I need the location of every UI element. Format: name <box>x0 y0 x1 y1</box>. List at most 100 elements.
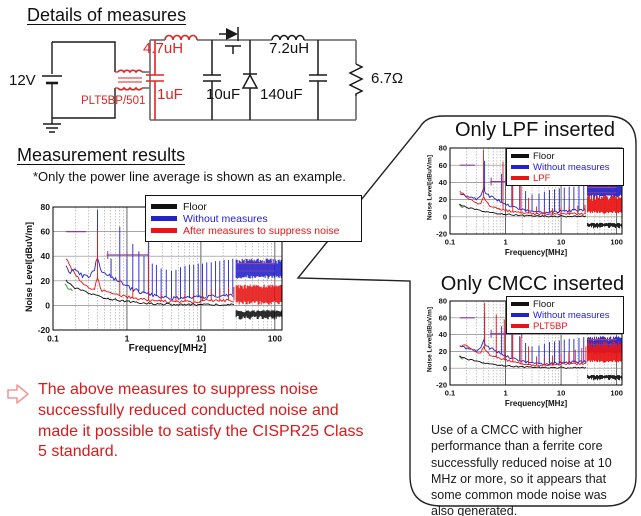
tick-label: 100 <box>268 334 282 344</box>
tick-label: 10 <box>557 238 565 247</box>
tick-label: 0 <box>45 300 50 310</box>
tick-label: 20 <box>41 276 51 286</box>
cmcc-panel-title: Only CMCC inserted <box>440 273 625 295</box>
details-heading: Details of measures <box>27 5 187 25</box>
tick-label: 60 <box>439 313 447 322</box>
ground-icon <box>43 118 61 133</box>
lpf-branch <box>146 34 198 120</box>
legend-item: Without measures <box>151 213 356 225</box>
tick-label: 10 <box>196 334 206 344</box>
load-label: 6.7Ω <box>371 70 404 87</box>
legend-swatch <box>151 216 177 221</box>
legend-label: After measures to suppress noise <box>183 224 340 237</box>
results-note: *Only the power line average is shown as… <box>33 169 346 184</box>
lpf-legend: Floor Without measures LPF <box>506 148 624 186</box>
resistor-icon <box>348 63 364 96</box>
lpf-x-axis-label: Frequency[MHz] <box>504 248 568 257</box>
cmcc-symbol <box>115 69 143 91</box>
cap1-label: 1uF <box>157 86 183 103</box>
legend-item: Without measures <box>511 310 619 321</box>
tick-label: 80 <box>439 144 447 153</box>
capacitor-1uF-icon <box>146 40 164 120</box>
tick-label: 60 <box>41 227 51 237</box>
tick-label: 100 <box>610 238 623 247</box>
legend-item: Without measures <box>511 162 619 173</box>
legend-swatch <box>511 154 529 158</box>
legend-swatch <box>151 228 177 233</box>
circuit-diagram <box>42 27 364 133</box>
tick-label: 20 <box>439 195 447 204</box>
right-arrow-icon <box>7 384 29 404</box>
cmcc-x-axis-label: Frequency[MHz] <box>504 399 568 408</box>
cmcc-y-axis-label: Noise Level[dBuV/m] <box>426 307 434 373</box>
inductor2-label: 7.2uH <box>269 40 310 57</box>
legend-swatch <box>511 302 529 306</box>
legend-item: Floor <box>511 299 619 310</box>
cmcc-label: PLT5BP/501 <box>81 95 146 107</box>
callout-note-text: Use of a CMCC with higher performance th… <box>431 423 612 516</box>
legend-label: Without measures <box>533 309 610 321</box>
lpf-panel-title: Only LPF inserted <box>454 119 616 141</box>
tick-label: 40 <box>439 178 447 187</box>
legend-swatch <box>511 176 529 180</box>
inductor-4.7uH-icon <box>164 34 198 41</box>
legend-item: LPF <box>511 173 619 184</box>
legend-label: Floor <box>533 150 555 162</box>
legend-item: Floor <box>151 201 356 213</box>
legend-swatch <box>511 165 529 169</box>
filter-rails <box>142 39 357 121</box>
tick-label: 0.1 <box>445 389 455 398</box>
results-heading: Measurement results <box>17 145 186 165</box>
battery-loop <box>42 41 116 133</box>
tick-label: 100 <box>610 389 623 398</box>
tick-label: -20 <box>436 381 447 390</box>
chart-main-plot: 0.1 1 10 100 80 60 40 20 0 -20 <box>38 202 283 344</box>
tick-label: 10 <box>557 389 565 398</box>
lpf-y-axis-label: Noise Level[dBuV/m] <box>426 155 434 221</box>
tick-label: 40 <box>439 330 447 339</box>
converter-components <box>203 27 364 120</box>
cap3-label: 140uF <box>260 86 303 103</box>
legend-label: LPF <box>533 172 551 184</box>
legend-swatch <box>511 313 529 317</box>
tick-label: -20 <box>38 325 51 335</box>
tick-label: 0.1 <box>445 238 455 247</box>
capacitor-140uF-icon <box>309 40 327 120</box>
tick-label: 80 <box>41 202 51 212</box>
tick-label: 1 <box>503 389 507 398</box>
capacitor-10uF-icon <box>203 40 221 120</box>
tick-label: 1 <box>125 334 130 344</box>
main-x-axis-label: Frequency[MHz] <box>128 343 207 354</box>
inductor1-label: 4.7uH <box>143 40 184 57</box>
main-legend: Floor Without measures After measures to s… <box>145 195 362 242</box>
cap2-label: 10uF <box>206 86 241 103</box>
legend-item: After measures to suppress noise <box>151 225 356 237</box>
switch-icon <box>219 27 241 54</box>
cmcc-legend: Floor Without measures PLT5BP <box>506 296 624 334</box>
legend-item: Floor <box>511 151 619 162</box>
tick-label: 60 <box>439 161 447 170</box>
legend-item: PLT5BP <box>511 321 619 332</box>
main-y-axis-label: Noise Level[dBuV/m] <box>24 221 34 313</box>
tick-label: 20 <box>439 347 447 356</box>
legend-swatch <box>151 204 177 209</box>
inductor-7.2uH-icon <box>271 34 305 41</box>
tick-label: 0.1 <box>47 334 59 344</box>
tick-label: 40 <box>41 251 51 261</box>
tick-label: -20 <box>436 230 447 239</box>
legend-swatch <box>511 324 529 328</box>
conclusion-text: The above measures to suppress noise suc… <box>38 381 364 461</box>
legend-label: Floor <box>183 200 207 213</box>
legend-label: Without measures <box>533 161 610 173</box>
source-voltage-label: 12V <box>9 72 36 89</box>
tick-label: 80 <box>439 297 447 306</box>
legend-label: Without measures <box>183 212 268 225</box>
tick-label: 0 <box>443 212 447 221</box>
legend-label: PLT5BP <box>533 320 568 332</box>
diode-icon <box>241 40 259 120</box>
tick-label: 0 <box>443 364 447 373</box>
tick-label: 1 <box>503 238 507 247</box>
legend-label: Floor <box>533 298 555 310</box>
